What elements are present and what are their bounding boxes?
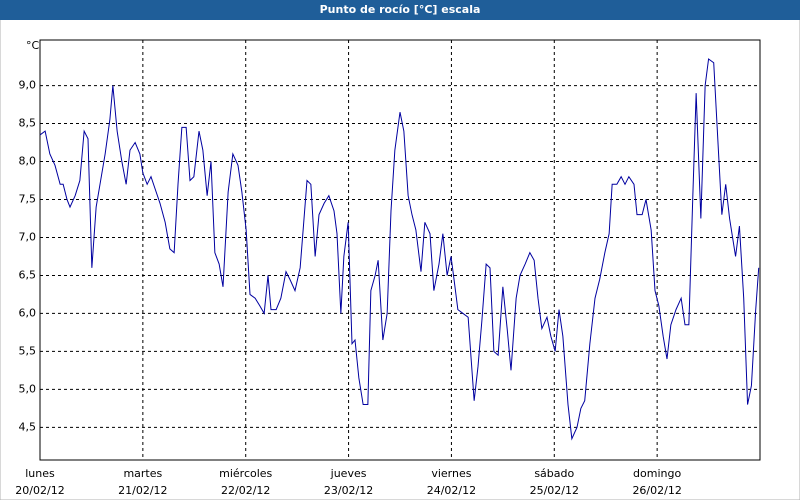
x-tick-date: 26/02/12 <box>632 484 681 497</box>
y-tick-label: 7,5 <box>19 192 37 205</box>
y-tick-label: 5,0 <box>19 382 37 395</box>
x-tick-date: 22/02/12 <box>221 484 270 497</box>
y-tick-label: 6,5 <box>19 268 37 281</box>
x-tick-date: 20/02/12 <box>15 484 64 497</box>
x-tick-date: 24/02/12 <box>427 484 476 497</box>
x-tick-label: miércoles <box>219 467 272 480</box>
x-tick-label: sábado <box>534 467 574 480</box>
title-bar <box>0 0 800 20</box>
y-tick-label: 9,0 <box>19 79 37 92</box>
x-tick-date: 25/02/12 <box>530 484 579 497</box>
y-tick-label: 6,0 <box>19 306 37 319</box>
y-tick-label: 8,5 <box>19 117 37 130</box>
y-tick-label: 5,5 <box>19 344 37 357</box>
window-title: Punto de rocío [°C] escala <box>320 3 481 16</box>
x-tick-date: 23/02/12 <box>324 484 373 497</box>
x-tick-label: jueves <box>330 467 367 480</box>
plot-border <box>39 39 761 461</box>
y-tick-label: 8,0 <box>19 155 37 168</box>
x-tick-date: 21/02/12 <box>118 484 167 497</box>
y-tick-label: 4,5 <box>19 420 37 433</box>
y-tick-label: 7,0 <box>19 230 37 243</box>
y-axis-label: °C <box>26 39 40 52</box>
x-tick-label: domingo <box>633 467 681 480</box>
x-tick-label: martes <box>123 467 162 480</box>
x-tick-label: viernes <box>431 467 471 480</box>
data-line <box>39 58 760 441</box>
x-tick-label: lunes <box>25 467 55 480</box>
